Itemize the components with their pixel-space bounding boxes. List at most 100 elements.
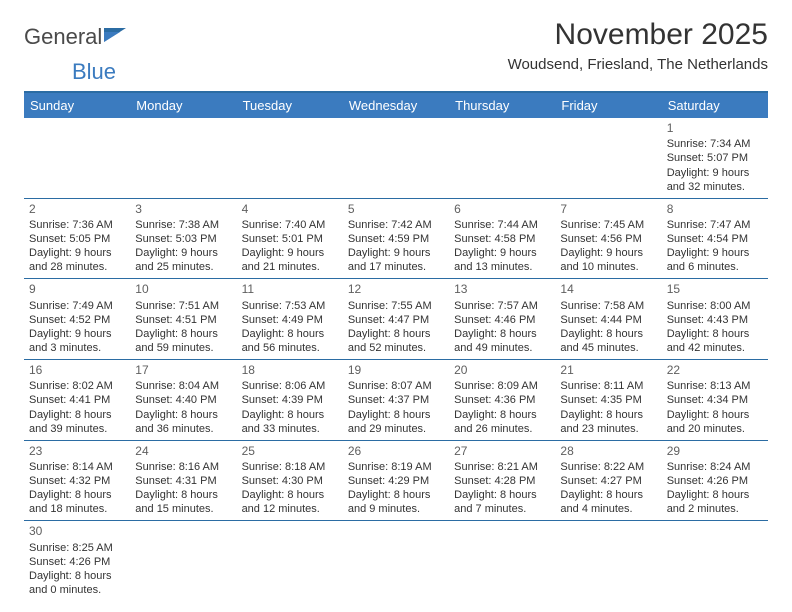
day-day2: and 28 minutes. [29, 260, 125, 274]
day-sunrise: Sunrise: 7:34 AM [667, 137, 763, 151]
day-sunset: Sunset: 5:01 PM [242, 232, 338, 246]
day-sunrise: Sunrise: 8:24 AM [667, 460, 763, 474]
day-sunrise: Sunrise: 7:57 AM [454, 299, 550, 313]
day-cell: 1Sunrise: 7:34 AMSunset: 5:07 PMDaylight… [662, 118, 768, 198]
weekday-header: Saturday [662, 93, 768, 118]
day-cell-empty [237, 118, 343, 198]
flag-icon [104, 26, 128, 47]
day-sunset: Sunset: 4:39 PM [242, 393, 338, 407]
day-cell: 5Sunrise: 7:42 AMSunset: 4:59 PMDaylight… [343, 199, 449, 279]
day-day2: and 59 minutes. [135, 341, 231, 355]
day-number: 23 [29, 444, 125, 459]
day-day1: Daylight: 9 hours [135, 246, 231, 260]
day-cell: 28Sunrise: 8:22 AMSunset: 4:27 PMDayligh… [555, 441, 661, 521]
day-day2: and 17 minutes. [348, 260, 444, 274]
day-sunset: Sunset: 4:28 PM [454, 474, 550, 488]
day-day1: Daylight: 8 hours [454, 488, 550, 502]
day-sunrise: Sunrise: 8:09 AM [454, 379, 550, 393]
day-sunset: Sunset: 5:07 PM [667, 151, 763, 165]
day-number: 20 [454, 363, 550, 378]
day-sunrise: Sunrise: 7:49 AM [29, 299, 125, 313]
day-day2: and 29 minutes. [348, 422, 444, 436]
week-row: 30Sunrise: 8:25 AMSunset: 4:26 PMDayligh… [24, 521, 768, 601]
day-day2: and 45 minutes. [560, 341, 656, 355]
day-sunrise: Sunrise: 8:07 AM [348, 379, 444, 393]
weekday-header: Monday [130, 93, 236, 118]
day-sunrise: Sunrise: 8:21 AM [454, 460, 550, 474]
day-number: 19 [348, 363, 444, 378]
day-sunrise: Sunrise: 8:02 AM [29, 379, 125, 393]
day-sunset: Sunset: 4:52 PM [29, 313, 125, 327]
day-day2: and 3 minutes. [29, 341, 125, 355]
day-cell-empty [130, 118, 236, 198]
day-sunrise: Sunrise: 7:42 AM [348, 218, 444, 232]
week-row: 1Sunrise: 7:34 AMSunset: 5:07 PMDaylight… [24, 118, 768, 199]
day-cell: 3Sunrise: 7:38 AMSunset: 5:03 PMDaylight… [130, 199, 236, 279]
day-day1: Daylight: 8 hours [29, 408, 125, 422]
day-cell-empty [130, 521, 236, 601]
day-sunrise: Sunrise: 8:04 AM [135, 379, 231, 393]
day-sunset: Sunset: 4:32 PM [29, 474, 125, 488]
day-sunrise: Sunrise: 7:53 AM [242, 299, 338, 313]
week-row: 16Sunrise: 8:02 AMSunset: 4:41 PMDayligh… [24, 360, 768, 441]
brand-name-b: Blue [72, 59, 116, 85]
day-number: 15 [667, 282, 763, 297]
month-title: November 2025 [508, 18, 768, 52]
day-number: 8 [667, 202, 763, 217]
day-number: 16 [29, 363, 125, 378]
day-day1: Daylight: 8 hours [560, 488, 656, 502]
day-day1: Daylight: 8 hours [242, 408, 338, 422]
day-number: 1 [667, 121, 763, 136]
day-cell-empty [343, 118, 449, 198]
day-cell: 2Sunrise: 7:36 AMSunset: 5:05 PMDaylight… [24, 199, 130, 279]
day-day1: Daylight: 8 hours [560, 408, 656, 422]
day-day2: and 26 minutes. [454, 422, 550, 436]
day-day2: and 4 minutes. [560, 502, 656, 516]
day-day2: and 23 minutes. [560, 422, 656, 436]
day-day1: Daylight: 9 hours [667, 246, 763, 260]
day-day2: and 32 minutes. [667, 180, 763, 194]
day-sunset: Sunset: 4:40 PM [135, 393, 231, 407]
day-day1: Daylight: 9 hours [348, 246, 444, 260]
day-day1: Daylight: 8 hours [667, 408, 763, 422]
day-sunrise: Sunrise: 8:19 AM [348, 460, 444, 474]
day-cell: 27Sunrise: 8:21 AMSunset: 4:28 PMDayligh… [449, 441, 555, 521]
day-number: 11 [242, 282, 338, 297]
day-day2: and 13 minutes. [454, 260, 550, 274]
day-day2: and 18 minutes. [29, 502, 125, 516]
day-sunrise: Sunrise: 7:45 AM [560, 218, 656, 232]
day-day1: Daylight: 9 hours [560, 246, 656, 260]
day-sunset: Sunset: 4:26 PM [667, 474, 763, 488]
day-cell: 23Sunrise: 8:14 AMSunset: 4:32 PMDayligh… [24, 441, 130, 521]
day-cell: 29Sunrise: 8:24 AMSunset: 4:26 PMDayligh… [662, 441, 768, 521]
calendar-grid: 1Sunrise: 7:34 AMSunset: 5:07 PMDaylight… [24, 118, 768, 601]
day-sunrise: Sunrise: 8:11 AM [560, 379, 656, 393]
day-number: 27 [454, 444, 550, 459]
day-sunset: Sunset: 4:36 PM [454, 393, 550, 407]
day-sunrise: Sunrise: 7:55 AM [348, 299, 444, 313]
day-cell: 12Sunrise: 7:55 AMSunset: 4:47 PMDayligh… [343, 279, 449, 359]
week-row: 23Sunrise: 8:14 AMSunset: 4:32 PMDayligh… [24, 441, 768, 522]
day-sunset: Sunset: 4:47 PM [348, 313, 444, 327]
day-sunset: Sunset: 4:27 PM [560, 474, 656, 488]
day-day2: and 36 minutes. [135, 422, 231, 436]
day-cell-empty [449, 118, 555, 198]
day-sunrise: Sunrise: 8:22 AM [560, 460, 656, 474]
day-cell-empty [343, 521, 449, 601]
day-day2: and 2 minutes. [667, 502, 763, 516]
day-day1: Daylight: 9 hours [454, 246, 550, 260]
day-sunset: Sunset: 4:54 PM [667, 232, 763, 246]
day-day1: Daylight: 9 hours [667, 166, 763, 180]
day-day2: and 39 minutes. [29, 422, 125, 436]
day-cell: 18Sunrise: 8:06 AMSunset: 4:39 PMDayligh… [237, 360, 343, 440]
day-cell: 21Sunrise: 8:11 AMSunset: 4:35 PMDayligh… [555, 360, 661, 440]
day-number: 17 [135, 363, 231, 378]
day-number: 25 [242, 444, 338, 459]
day-number: 18 [242, 363, 338, 378]
day-number: 3 [135, 202, 231, 217]
day-number: 26 [348, 444, 444, 459]
day-cell-empty [555, 521, 661, 601]
brand-logo: General [24, 24, 128, 50]
day-sunrise: Sunrise: 7:44 AM [454, 218, 550, 232]
brand-name-a: General [24, 24, 102, 50]
